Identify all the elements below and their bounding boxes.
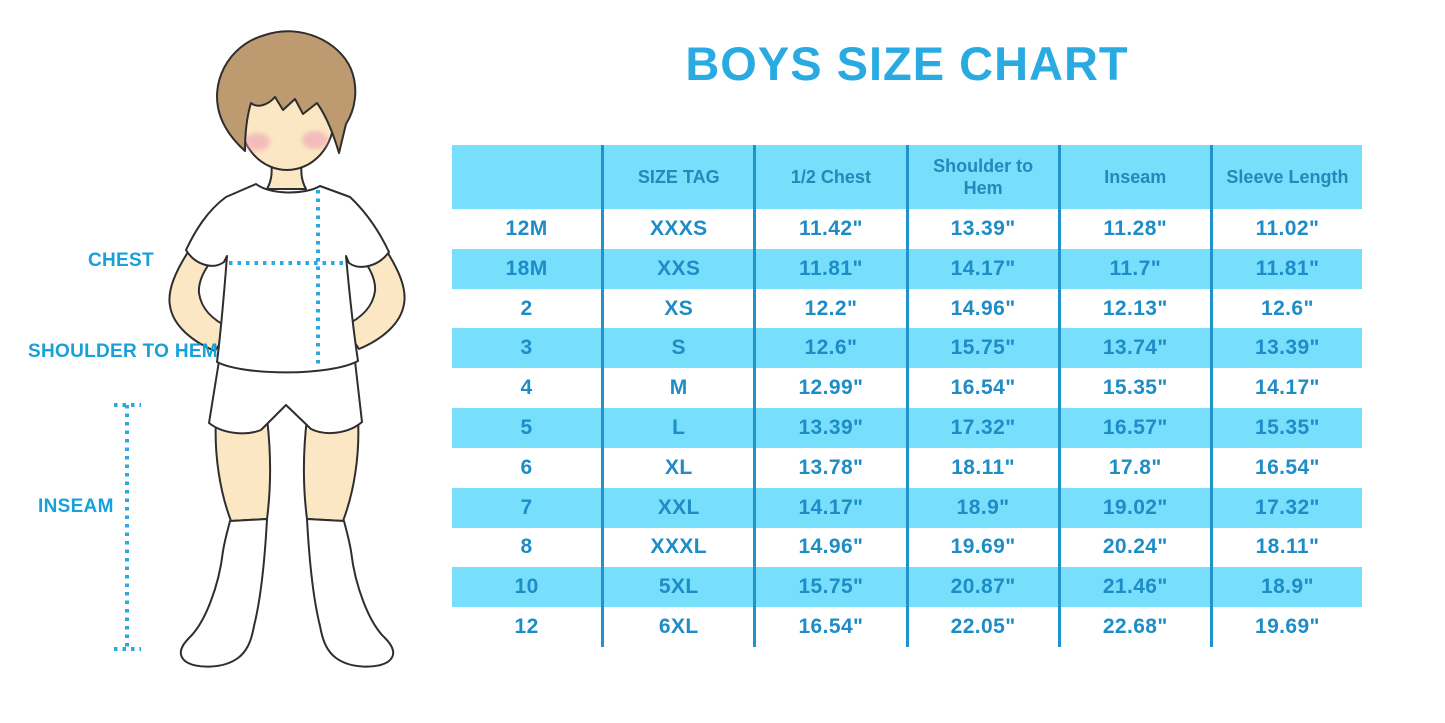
- row-size-label: 3: [520, 336, 533, 360]
- table-cell: 11.81": [753, 248, 905, 289]
- table-row: 5 L 13.39" 17.32" 16.57" 15.35": [452, 408, 1362, 448]
- row-size-label: 8: [520, 535, 533, 559]
- header-cell-inseam: Inseam: [1057, 145, 1210, 209]
- header-cell-shoulder-hem: Shoulder to Hem: [905, 145, 1058, 209]
- table-cell: 13.74": [1057, 328, 1210, 369]
- table-cell: 18.11": [905, 447, 1058, 488]
- header-cell-sleeve-length: Sleeve Length: [1209, 145, 1362, 209]
- table-cell: 17.8": [1057, 447, 1210, 488]
- table-cell: 13.39": [905, 209, 1058, 249]
- table-cell: 22.05": [905, 607, 1058, 647]
- table-cell: 11.81": [1209, 248, 1362, 289]
- table-cell: XXXS: [601, 209, 753, 249]
- table-cell: XXS: [601, 248, 753, 289]
- row-size-label: 12: [514, 615, 539, 639]
- table-cell: 12.6": [1209, 288, 1362, 329]
- row-size-label: 18M: [505, 256, 548, 280]
- table-cell: 14.17": [753, 487, 905, 528]
- table-cell: 18.9": [1209, 567, 1362, 608]
- table-cell: 5XL: [601, 567, 753, 608]
- table-cell: L: [601, 408, 753, 448]
- left-sock: [179, 518, 268, 668]
- table-cell: 18.9": [905, 487, 1058, 528]
- table-cell: 18.11": [1209, 527, 1362, 568]
- table-cell: 11.7": [1057, 248, 1210, 289]
- table-cell: 20.87": [905, 567, 1058, 608]
- table-cell: 13.78": [753, 447, 905, 488]
- table-cell: 14.17": [905, 248, 1058, 289]
- table-cell: 21.46": [1057, 567, 1210, 608]
- shoulder-to-hem-label: SHOULDER TO HEM: [28, 341, 218, 362]
- table-cell: 22.68": [1057, 607, 1210, 647]
- table-header-row: SIZE TAG 1/2 Chest Shoulder to Hem Insea…: [452, 145, 1362, 209]
- table-cell: 12.13": [1057, 288, 1210, 329]
- table-row: 10 5XL 15.75" 20.87" 21.46" 18.9": [452, 567, 1362, 608]
- left-blush: [244, 133, 270, 151]
- table-cell: 14.96": [905, 288, 1058, 329]
- row-size-label: 2: [520, 296, 533, 320]
- table-row: 6 XL 13.78" 18.11" 17.8" 16.54": [452, 447, 1362, 488]
- table-cell: XXL: [601, 487, 753, 528]
- chest-label: CHEST: [88, 250, 154, 271]
- table-row: 12M XXXS 11.42" 13.39" 11.28" 11.02": [452, 209, 1362, 249]
- table-cell: 15.35": [1057, 368, 1210, 409]
- table-cell: 16.54": [905, 368, 1058, 409]
- table-cell: M: [601, 368, 753, 409]
- inseam-label: INSEAM: [38, 496, 114, 517]
- row-size-label: 5: [520, 415, 533, 439]
- boy-illustration: [114, 30, 406, 668]
- table-cell: 16.54": [1209, 447, 1362, 488]
- table-cell: 15.75": [905, 328, 1058, 369]
- size-table-body: 12M XXXS 11.42" 13.39" 11.28" 11.02" 18M XXS 11.…: [452, 209, 1362, 647]
- table-cell: S: [601, 328, 753, 369]
- table-row: 18M XXS 11.81" 14.17" 11.7" 11.81": [452, 248, 1362, 289]
- table-row: 8 XXXL 14.96" 19.69" 20.24" 18.11": [452, 527, 1362, 568]
- row-size-label: 12M: [505, 216, 548, 240]
- table-cell: 19.69": [1209, 607, 1362, 647]
- header-cell-half-chest: 1/2 Chest: [753, 145, 905, 209]
- table-cell: 14.17": [1209, 368, 1362, 409]
- table-cell: 6XL: [601, 607, 753, 647]
- table-cell: 12.99": [753, 368, 905, 409]
- table-cell: 17.32": [1209, 487, 1362, 528]
- header-cell-size: [452, 145, 601, 209]
- tshirt: [185, 183, 390, 374]
- table-cell: 16.54": [753, 607, 905, 647]
- table-cell: 17.32": [905, 408, 1058, 448]
- row-size-label: 4: [520, 376, 533, 400]
- hair: [216, 30, 357, 154]
- table-cell: 15.75": [753, 567, 905, 608]
- table-cell: 14.96": [753, 527, 905, 568]
- right-blush: [302, 131, 328, 149]
- row-size-label: 6: [520, 455, 533, 479]
- table-cell: XS: [601, 288, 753, 329]
- table-cell: 15.35": [1209, 408, 1362, 448]
- table-cell: 11.02": [1209, 209, 1362, 249]
- table-cell: 16.57": [1057, 408, 1210, 448]
- table-cell: 13.39": [1209, 328, 1362, 369]
- table-cell: 13.39": [753, 408, 905, 448]
- header-cell-size-tag: SIZE TAG: [601, 145, 753, 209]
- table-cell: 11.42": [753, 209, 905, 249]
- table-cell: 19.69": [905, 527, 1058, 568]
- table-row: 4 M 12.99" 16.54" 15.35" 14.17": [452, 368, 1362, 409]
- table-row: 2 XS 12.2" 14.96" 12.13" 12.6": [452, 288, 1362, 329]
- table-row: 3 S 12.6" 15.75" 13.74" 13.39": [452, 328, 1362, 369]
- size-table: SIZE TAG 1/2 Chest Shoulder to Hem Insea…: [452, 145, 1362, 647]
- table-row: 7 XXL 14.17" 18.9" 19.02" 17.32": [452, 487, 1362, 528]
- right-sock: [306, 518, 395, 668]
- table-cell: XXXL: [601, 527, 753, 568]
- table-cell: 12.6": [753, 328, 905, 369]
- table-row: 12 6XL 16.54" 22.05" 22.68" 19.69": [452, 607, 1362, 647]
- table-cell: 11.28": [1057, 209, 1210, 249]
- page-title: BOYS SIZE CHART: [685, 37, 1129, 90]
- table-cell: 20.24": [1057, 527, 1210, 568]
- row-size-label: 7: [520, 495, 533, 519]
- table-cell: 19.02": [1057, 487, 1210, 528]
- row-size-label: 10: [514, 575, 539, 599]
- table-cell: XL: [601, 447, 753, 488]
- table-cell: 12.2": [753, 288, 905, 329]
